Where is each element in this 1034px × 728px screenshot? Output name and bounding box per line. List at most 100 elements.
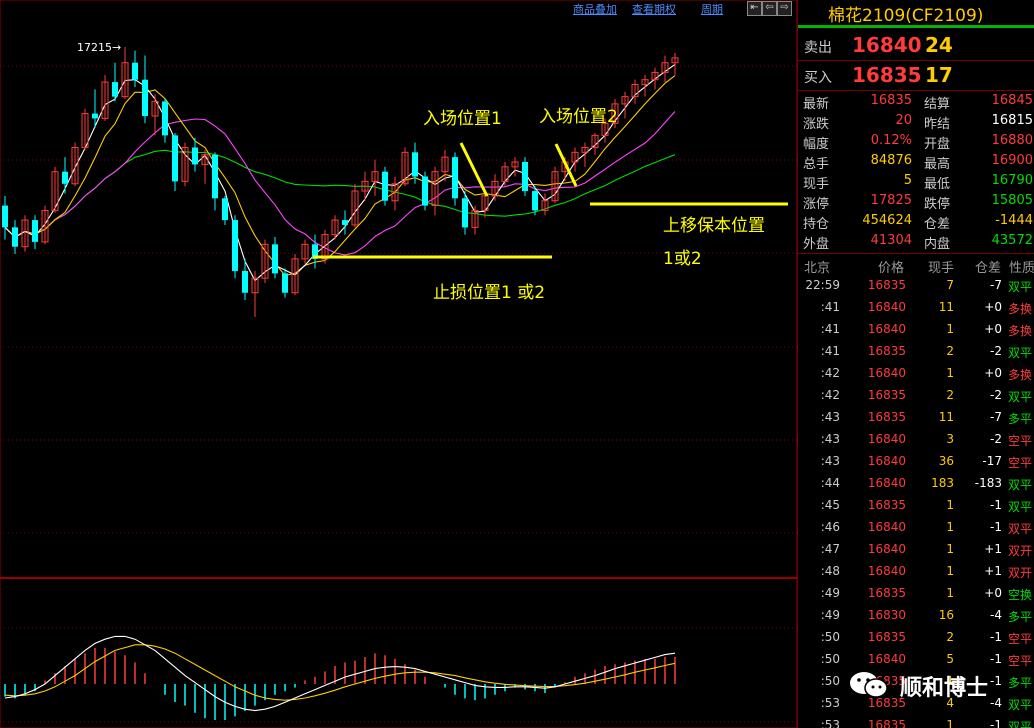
nav-first-icon[interactable]: ⇤ [747, 1, 762, 16]
tick-row[interactable]: :50 16840 5 -1 空平 [798, 649, 1034, 671]
tick-row[interactable]: :41 16840 1 +0 多换 [798, 319, 1034, 341]
tick-volume: 183 [931, 476, 954, 490]
candle-body [101, 81, 109, 119]
ask-row[interactable]: 卖出 16840 24 [798, 31, 1034, 59]
candle-body [112, 82, 118, 97]
quote-panel: 棉花2109(CF2109) 卖出 16840 24 买入 16835 17 最… [797, 0, 1034, 728]
tick-kind: 多平 [1008, 610, 1033, 624]
tick-row[interactable]: :44 16840 183 -183 双平 [798, 473, 1034, 495]
candle-body [291, 258, 299, 294]
candle-body [481, 195, 489, 211]
wechat-icon [850, 672, 888, 698]
candle-body [272, 244, 278, 274]
tick-row[interactable]: :50 16835 1 -1 多平 [798, 671, 1034, 693]
tick-row[interactable]: :48 16840 1 +1 双开 [798, 561, 1034, 583]
tick-time: :50 [820, 674, 840, 688]
candle-body [261, 243, 269, 279]
stat-value: 84876 [870, 153, 912, 168]
stat-label: 涨停 [803, 197, 830, 212]
tick-volume: 1 [946, 366, 954, 380]
nav-next-icon[interactable]: ⇨ [777, 1, 792, 16]
stat-label: 仓差 [924, 217, 951, 232]
view-options-link[interactable]: 查看期权 [632, 3, 676, 16]
tick-row[interactable]: 22:59 16835 7 -7 双平 [798, 275, 1034, 297]
tick-row[interactable]: :42 16835 2 -2 双平 [798, 385, 1034, 407]
ticks-header-volume: 现手 [928, 261, 955, 276]
bid-label: 买入 [804, 70, 832, 86]
tick-time: :53 [820, 718, 840, 728]
divider [798, 253, 1034, 254]
candle-body [511, 161, 519, 168]
tick-row[interactable]: :45 16835 1 -1 双平 [798, 495, 1034, 517]
tick-price: 16830 [867, 608, 906, 622]
ask-volume: 24 [925, 33, 953, 57]
candle-body [321, 234, 329, 260]
candle-body [671, 57, 679, 64]
stat-value: 43572 [991, 233, 1033, 248]
ticks-header-time: 北京 [804, 261, 831, 276]
stat-value: 16845 [991, 93, 1033, 108]
stat-label: 跌停 [924, 197, 951, 212]
tick-row[interactable]: :49 16830 16 -4 多平 [798, 605, 1034, 627]
bid-volume: 17 [925, 63, 953, 87]
tick-oi-change: -4 [990, 608, 1002, 622]
tick-price: 16835 [867, 630, 906, 644]
tick-row[interactable]: :41 16835 2 -2 双平 [798, 341, 1034, 363]
candle-body [371, 171, 379, 182]
candle-body [641, 79, 649, 86]
tick-kind: 空平 [1008, 632, 1033, 646]
tick-kind: 双平 [1008, 390, 1033, 404]
breakeven-label: 上移保本位置 [663, 216, 765, 236]
tick-oi-change: -2 [990, 344, 1002, 358]
tick-price: 16840 [867, 454, 906, 468]
candle-body [242, 270, 248, 293]
candle-body [501, 166, 509, 182]
tick-volume: 1 [946, 322, 954, 336]
candle-body [71, 146, 79, 185]
ask-price: 16840 [852, 33, 922, 57]
kline-chart-area[interactable]: 17215→ 入场位置1 入场位置2 止损位置1 或2 上移保本位置 1或2 商品叠加 查… [0, 0, 797, 728]
tick-kind: 双平 [1008, 720, 1033, 728]
tick-row[interactable]: :46 16840 1 -1 双平 [798, 517, 1034, 539]
tick-row[interactable]: :50 16835 2 -1 空平 [798, 627, 1034, 649]
bid-price: 16835 [852, 63, 922, 87]
tick-volume: 36 [938, 454, 954, 468]
tick-row[interactable]: :53 16835 1 -1 双平 [798, 715, 1034, 728]
high-price-label: 17215→ [77, 41, 121, 54]
entry2-label: 入场位置2 [539, 107, 618, 127]
tick-price: 16840 [867, 432, 906, 446]
stat-label: 幅度 [803, 137, 830, 152]
period-link[interactable]: 周期 [701, 3, 723, 16]
tick-oi-change: +0 [984, 586, 1002, 600]
kline-chart[interactable]: 17215→ 入场位置1 入场位置2 止损位置1 或2 上移保本位置 1或2 [0, 0, 797, 728]
chart-frame [0, 0, 797, 728]
candle-body [301, 243, 309, 260]
candle-body [522, 162, 528, 192]
contract-title[interactable]: 棉花2109(CF2109) [828, 6, 984, 26]
commodity-overlay-link[interactable]: 商品叠加 [573, 3, 617, 16]
tick-row[interactable]: :47 16840 1 +1 双开 [798, 539, 1034, 561]
bid-row[interactable]: 买入 16835 17 [798, 61, 1034, 89]
ticks-header-kind: 性质 [1009, 261, 1034, 276]
tick-row[interactable]: :43 16835 11 -7 多平 [798, 407, 1034, 429]
tick-kind: 双平 [1008, 478, 1033, 492]
candle-body [41, 209, 49, 243]
entry2-arrow [554, 143, 578, 187]
tick-oi-change: -2 [990, 432, 1002, 446]
candle-body [132, 62, 138, 80]
tick-row[interactable]: :53 16835 4 -4 双平 [798, 693, 1034, 715]
nav-prev-icon[interactable]: ⇦ [762, 1, 777, 16]
tick-row[interactable]: :49 16835 1 +0 空换 [798, 583, 1034, 605]
stat-row: 持仓 454624 仓差 -1444 [798, 213, 1034, 232]
ticks-header-oi: 仓差 [975, 261, 1002, 276]
tick-volume: 1 [946, 586, 954, 600]
watermark-text: 顺和博士 [900, 676, 989, 701]
candle-body [62, 171, 68, 184]
tick-row[interactable]: :42 16840 1 +0 多换 [798, 363, 1034, 385]
tick-time: :46 [820, 520, 840, 534]
tick-row[interactable]: :43 16840 3 -2 空平 [798, 429, 1034, 451]
tick-row[interactable]: :43 16840 36 -17 空平 [798, 451, 1034, 473]
tick-time: :43 [820, 454, 840, 468]
tick-row[interactable]: :41 16840 11 +0 多换 [798, 297, 1034, 319]
breakeven-sub-label: 1或2 [663, 249, 702, 269]
